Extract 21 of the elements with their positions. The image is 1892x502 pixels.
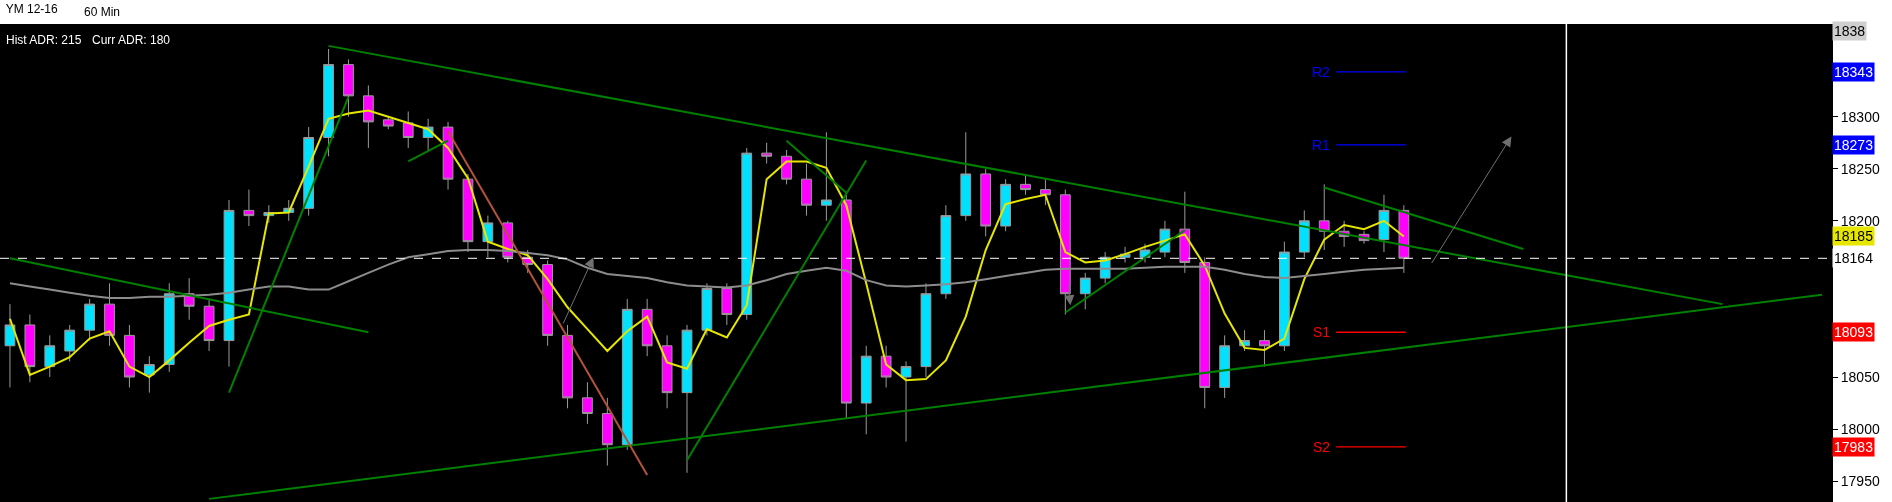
ref-line-label: S1 [1313,324,1331,340]
y-tick-label: 18050 [1840,368,1880,385]
annotation: Hist ADR: 215 [6,33,82,47]
annotation: Curr ADR: 180 [92,33,171,47]
annotation: 18185 [1834,228,1874,244]
annotation: 18164 [1834,250,1874,266]
ref-line-label: R2 [1312,64,1331,80]
y-tick-label: 18200 [1840,212,1880,229]
annotation: 18273 [1834,137,1874,153]
ref-line-label: S2 [1313,439,1331,455]
y-tick-label: 18300 [1840,108,1880,125]
annotation: 18093 [1834,324,1874,340]
y-tick-label: 17950 [1840,473,1880,490]
chart-title: YM 12-16 [5,2,59,17]
annotation: 18343 [1834,64,1874,80]
annotation: 17983 [1834,439,1874,455]
y-tick-label: 18000 [1840,421,1880,437]
chart-subtitle: 60 Min [84,5,121,19]
annotation: 1838 [1834,23,1866,39]
y-tick-label: 18250 [1840,160,1880,177]
ref-line-label: R1 [1312,137,1331,153]
